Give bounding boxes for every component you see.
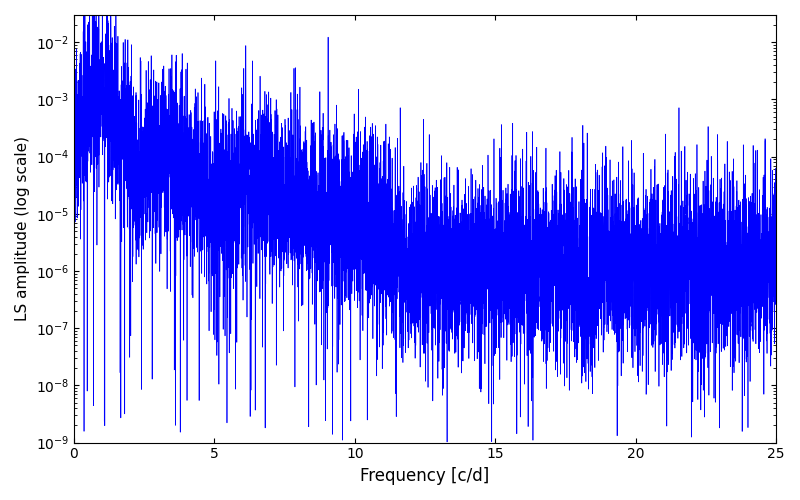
X-axis label: Frequency [c/d]: Frequency [c/d] <box>361 467 490 485</box>
Y-axis label: LS amplitude (log scale): LS amplitude (log scale) <box>15 136 30 322</box>
